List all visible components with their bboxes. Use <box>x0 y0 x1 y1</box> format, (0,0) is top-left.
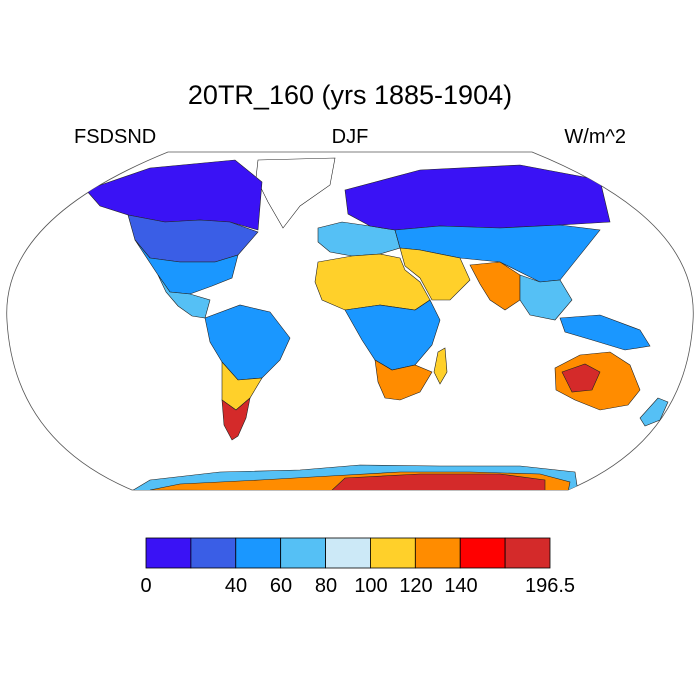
colorbar-tick-5: 120 <box>399 575 433 597</box>
region-southeast-asia <box>519 274 573 321</box>
colorbar-tick-4: 100 <box>354 575 388 597</box>
region-south-america-north <box>204 304 291 381</box>
colorbar-tick-6: 140 <box>444 575 478 597</box>
colorbar-tick-3: 80 <box>314 575 338 597</box>
variable-label: FSDSND <box>74 126 157 148</box>
colorbar-tick-1: 40 <box>224 575 248 597</box>
colorbar-swatch-2 <box>235 537 282 569</box>
colorbar-swatch-7 <box>459 537 506 569</box>
region-new-zealand <box>639 397 669 427</box>
colorbar-swatch-3 <box>280 537 326 569</box>
region-europe <box>317 221 401 257</box>
region-indonesia <box>559 314 651 351</box>
colorbar-swatch-6 <box>414 537 461 569</box>
colorbar-tick-2: 60 <box>269 575 293 597</box>
region-madagascar <box>433 347 448 385</box>
region-antarctica-core <box>329 473 546 490</box>
units-label: W/m^2 <box>564 126 626 148</box>
colorbar-swatch-1 <box>190 537 237 569</box>
colorbar-swatch-8 <box>504 537 551 569</box>
region-south-asia <box>469 261 521 311</box>
colorbar-tick-7: 196.5 <box>524 575 576 597</box>
colorbar-tick-0: 0 <box>140 575 152 597</box>
region-middle-east <box>399 247 471 301</box>
region-africa-central <box>344 299 441 371</box>
colorbar-swatch-5 <box>370 537 416 569</box>
plot-title: 20TR_160 (yrs 1885-1904) <box>187 80 513 110</box>
region-south-america-south <box>221 397 251 441</box>
colorbar-swatch-4 <box>325 537 371 569</box>
season-label: DJF <box>331 126 369 148</box>
region-australia <box>554 351 641 411</box>
region-australia-interior <box>561 363 601 393</box>
region-africa-south <box>374 359 433 401</box>
colorbar-swatch-0 <box>145 537 192 569</box>
